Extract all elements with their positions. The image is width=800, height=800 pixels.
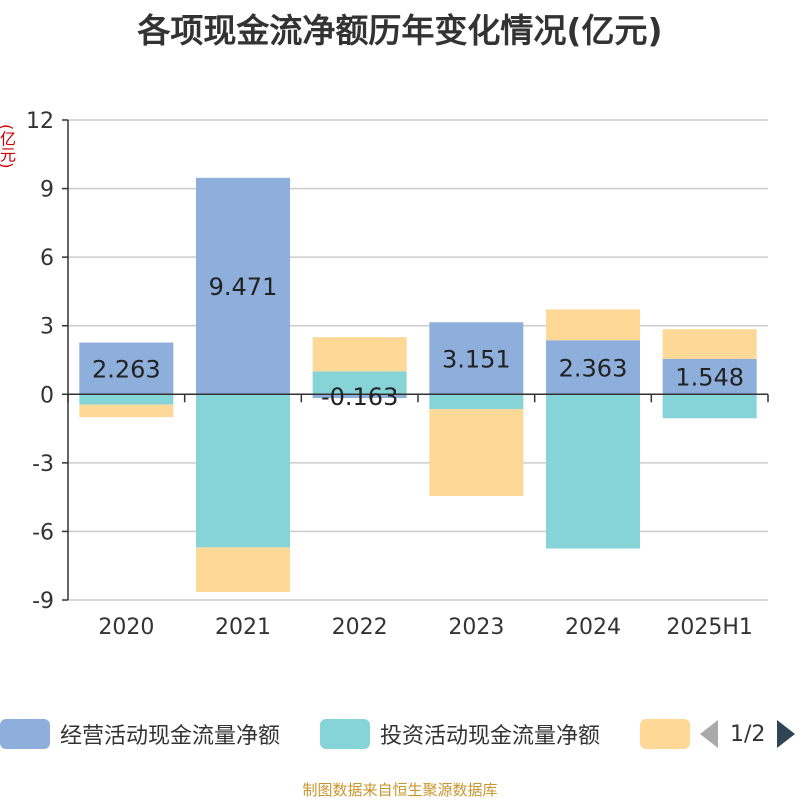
- chart-title: 各项现金流净额历年变化情况(亿元): [137, 11, 663, 50]
- y-tick-label: 6: [40, 246, 54, 271]
- bar-operating-2024: [546, 340, 640, 395]
- pager-next-icon[interactable]: [777, 720, 796, 748]
- x-tick-label: 2024: [565, 615, 621, 640]
- x-tick-label: 2020: [98, 615, 154, 640]
- bar-financing-2021: [196, 547, 290, 592]
- legend-page-indicator: 1/2: [730, 721, 766, 747]
- y-tick-label: 12: [26, 109, 54, 134]
- y-tick-label: -3: [32, 452, 54, 477]
- data-label-operating-2021: 9.471: [209, 273, 278, 301]
- legend-swatch-operating: [0, 719, 50, 749]
- bar-financing-2022: [312, 337, 407, 372]
- bar-investing-2024: [546, 394, 640, 549]
- bar-operating-2022: [312, 394, 407, 399]
- bar-financing-2020: [79, 404, 174, 418]
- y-axis-unit: (亿元): [0, 124, 16, 169]
- bar-investing-2020: [79, 394, 174, 405]
- legend-item-operating[interactable]: 经营活动现金流量净额: [0, 714, 280, 754]
- legend-item-investing[interactable]: 投资活动现金流量净额: [320, 714, 600, 754]
- bar-chart: 12 9 6 3 0 -3 -6 -9 2.263 9.471 -0.163 3.151 2.363 1.…: [26, 109, 769, 640]
- y-tick-label: -6: [32, 520, 54, 545]
- bar-operating-2023: [429, 322, 524, 395]
- pager-prev-icon[interactable]: [700, 720, 718, 748]
- legend-item-financing[interactable]: [640, 714, 700, 754]
- data-label-operating-2020: 2.263: [92, 355, 161, 383]
- bar-operating-2025H1: [662, 358, 757, 395]
- legend-label-operating: 经营活动现金流量净额: [60, 724, 281, 749]
- x-tick-label: 2025H1: [666, 615, 753, 640]
- legend-pager: 1/2: [700, 714, 796, 754]
- bar-financing-2024: [546, 309, 640, 341]
- y-tick-label: 3: [40, 315, 54, 340]
- bar-investing-2025H1: [662, 394, 757, 419]
- data-label-operating-2024: 2.363: [559, 354, 628, 382]
- data-label-operating-2023: 3.151: [442, 345, 511, 373]
- legend: 经营活动现金流量净额 投资活动现金流量净额 1/2: [0, 714, 800, 754]
- x-tick-label: 2022: [332, 615, 388, 640]
- y-tick-label: -9: [32, 589, 54, 614]
- bar-operating-2020: [79, 342, 174, 395]
- bar-financing-2025H1: [662, 329, 757, 359]
- legend-swatch-financing: [640, 719, 690, 749]
- bar-financing-2023: [429, 409, 524, 496]
- bar-investing-2022: [312, 371, 407, 395]
- data-label-operating-2022: -0.163: [321, 383, 398, 411]
- bar-operating-2021: [196, 177, 290, 395]
- data-label-operating-2025H1: 1.548: [675, 364, 744, 392]
- legend-swatch-investing: [320, 719, 370, 749]
- y-tick-label: 9: [40, 178, 54, 203]
- bar-investing-2023: [429, 394, 524, 410]
- x-tick-label: 2021: [215, 615, 271, 640]
- y-tick-label: 0: [40, 383, 54, 408]
- data-source-note: 制图数据来自恒生聚源数据库: [302, 781, 498, 799]
- x-tick-label: 2023: [448, 615, 504, 640]
- legend-label-investing: 投资活动现金流量净额: [380, 724, 601, 749]
- bar-investing-2021: [196, 394, 290, 548]
